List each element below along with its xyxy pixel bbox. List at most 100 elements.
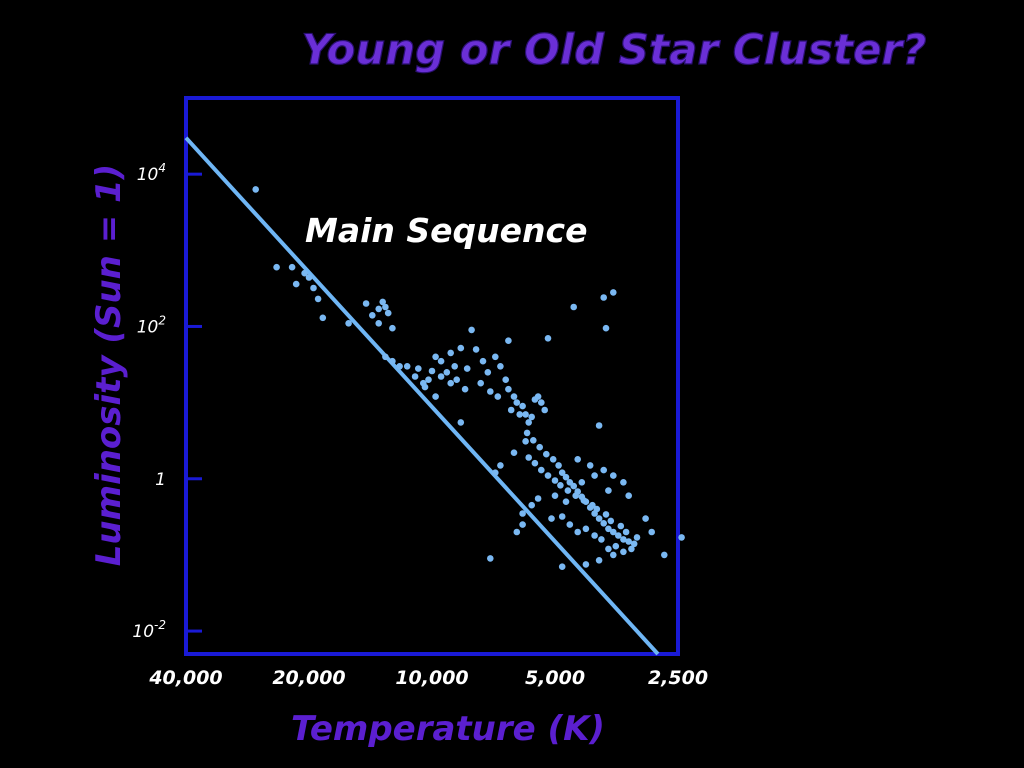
star-point: [566, 521, 574, 528]
star-point: [522, 411, 529, 418]
star-point: [396, 363, 403, 370]
star-point: [519, 510, 526, 517]
star-point: [403, 363, 411, 370]
star-point: [525, 454, 532, 461]
star-point: [505, 337, 512, 345]
star-point: [620, 479, 627, 486]
star-point: [607, 517, 615, 525]
star-point: [437, 357, 445, 365]
star-point: [536, 443, 543, 451]
star-point: [484, 369, 492, 376]
star-point: [642, 515, 649, 522]
star-point: [528, 413, 535, 421]
star-point: [411, 373, 419, 380]
star-point: [544, 335, 552, 342]
main-sequence-label: Main Sequence: [305, 211, 587, 250]
star-point: [382, 303, 389, 311]
star-point: [492, 469, 499, 477]
star-point: [472, 346, 480, 353]
y-tick-label: 104: [137, 161, 166, 185]
star-point: [525, 419, 532, 426]
star-point: [610, 551, 617, 559]
star-point: [432, 353, 439, 361]
star-point: [633, 534, 641, 541]
star-point: [522, 438, 529, 445]
star-point: [600, 294, 607, 301]
star-point: [580, 497, 588, 504]
star-point: [605, 545, 612, 553]
star-point: [507, 406, 515, 414]
star-point: [572, 492, 579, 500]
star-point: [530, 437, 537, 444]
star-point: [574, 528, 581, 536]
y-ticks: 104 102 1 10-2: [132, 161, 202, 642]
star-point: [582, 561, 590, 568]
star-point: [578, 479, 586, 486]
star-point: [534, 393, 542, 400]
star-point: [570, 303, 577, 311]
star-point: [447, 379, 455, 387]
x-axis-title: Temperature (K): [291, 709, 605, 749]
star-point: [600, 520, 607, 527]
star-point: [582, 525, 590, 533]
star-point: [487, 555, 494, 562]
star-point: [617, 522, 625, 530]
star-point: [519, 521, 526, 528]
star-point: [544, 472, 552, 479]
star-point: [502, 376, 510, 384]
star-point: [301, 269, 308, 277]
star-point: [379, 298, 387, 306]
star-point: [428, 367, 436, 375]
star-point: [610, 528, 617, 536]
y-axis-title: Luminosity (Sun = 1): [89, 164, 129, 566]
star-point: [538, 399, 545, 406]
star-point: [605, 525, 612, 533]
star-point: [461, 385, 469, 393]
star-point: [620, 536, 627, 543]
star-point: [453, 376, 461, 384]
star-point: [457, 344, 465, 352]
star-point: [513, 528, 521, 536]
star-point: [389, 324, 396, 332]
star-point: [375, 320, 383, 327]
star-point: [605, 487, 612, 494]
star-point: [602, 511, 610, 518]
star-point: [574, 456, 581, 463]
star-point: [516, 411, 523, 418]
star-point: [443, 369, 451, 376]
star-point: [564, 487, 572, 494]
star-point: [549, 456, 557, 463]
star-point: [534, 495, 542, 502]
star-point: [510, 393, 518, 400]
y-tick-label: 102: [137, 314, 166, 338]
star-point: [314, 295, 322, 303]
star-point: [382, 353, 389, 361]
star-point: [678, 534, 685, 541]
star-point: [523, 429, 531, 437]
star-point: [595, 422, 603, 429]
star-point: [548, 515, 555, 522]
chart-title: Young or Old Star Cluster?: [301, 25, 926, 74]
star-point: [538, 466, 545, 474]
x-tick-label: 10,000: [395, 667, 468, 689]
star-point: [505, 385, 512, 393]
star-point: [558, 513, 566, 520]
star-point: [345, 320, 352, 327]
star-point: [661, 551, 668, 559]
star-point: [497, 462, 504, 469]
star-point: [551, 492, 559, 500]
star-point: [492, 353, 499, 361]
star-point: [595, 557, 603, 564]
x-tick-label: 40,000: [148, 667, 222, 689]
star-point: [600, 466, 607, 474]
x-tick-label: 5,000: [525, 667, 585, 689]
star-point: [288, 263, 296, 271]
star-point: [557, 482, 564, 489]
star-point: [497, 363, 504, 370]
star-point: [519, 402, 526, 410]
star-point: [562, 498, 570, 506]
main-sequence-line-layer: [184, 136, 660, 656]
star-point: [622, 528, 630, 536]
star-point: [630, 540, 638, 548]
